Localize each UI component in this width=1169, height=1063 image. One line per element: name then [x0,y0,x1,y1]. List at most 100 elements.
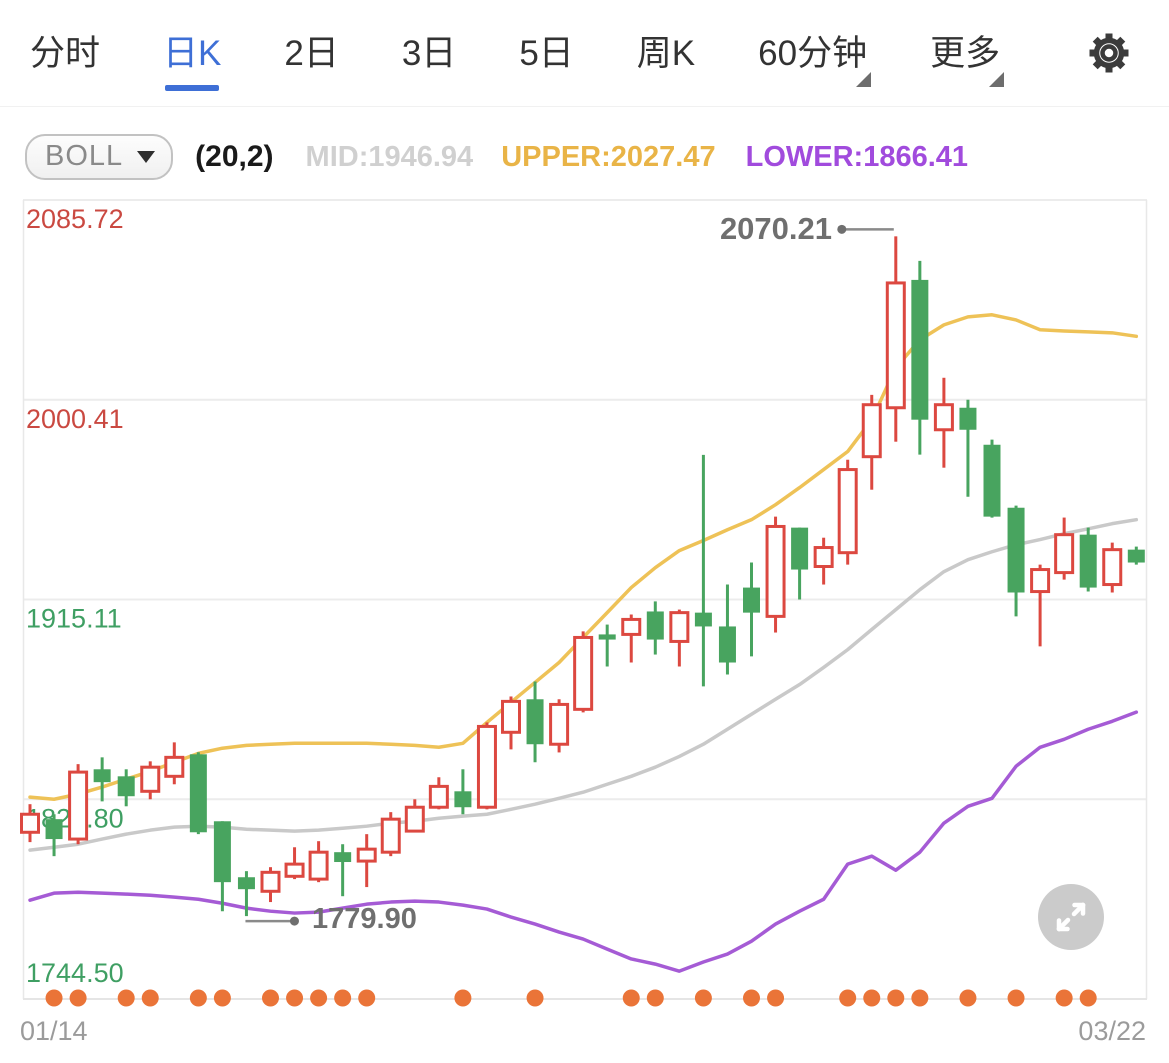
svg-text:1744.50: 1744.50 [26,958,124,988]
event-dot [863,989,881,1007]
svg-text:1915.11: 1915.11 [26,604,122,634]
event-dot [911,989,929,1007]
candle-up [837,468,858,555]
event-dot [1007,989,1025,1007]
candle-up [573,635,594,711]
tab-daily-k[interactable]: 日K [163,28,221,91]
x-axis-first-date: 01/14 [20,1016,88,1046]
event-dot [45,989,63,1007]
event-dot [1055,989,1073,1007]
candle-down [213,821,231,883]
candle-up [164,755,185,778]
tab-bar: 分时 日K 2日 3日 5日 周K 60分钟 更多 [0,0,1169,107]
candle-up [765,524,786,618]
gridlines [22,199,1148,1000]
candle-down [189,754,207,833]
annotation-markers [245,224,894,926]
candle-up [1030,568,1051,594]
tab-5day[interactable]: 5日 [519,33,574,73]
candle-up [260,870,281,893]
candle-down [334,852,352,863]
event-dot [887,989,905,1007]
candle-down [718,626,736,663]
event-dot [189,989,207,1007]
tab-minute[interactable]: 分时 [30,33,101,73]
candle-down [791,527,809,570]
event-dot [839,989,857,1007]
candle-up [68,770,89,841]
tab-more-label: 更多 [930,33,1001,73]
event-dot [141,989,159,1007]
boll-selector[interactable]: BOLL [25,134,174,180]
tab-weekly-k[interactable]: 周K [636,33,696,73]
candle-down [1127,549,1145,563]
dropdown-corner-icon [856,71,872,87]
svg-text:2000.41: 2000.41 [26,404,124,434]
candle-down [743,587,760,613]
event-dot [646,989,664,1007]
candle-up [476,724,497,809]
low-annotation: 1779.90 [312,903,417,935]
candles [20,236,1145,917]
candle-up [404,805,425,833]
tab-60min[interactable]: 60分钟 [758,28,872,87]
event-dot [743,989,760,1007]
candle-up [933,403,954,432]
candle-up [549,702,570,746]
event-dot [622,989,640,1007]
candle-down [983,444,1001,517]
expand-arrows-icon [1056,902,1086,932]
candle-down [1007,507,1025,593]
candle-up [428,784,449,809]
candle-down [911,279,929,420]
event-dot [286,989,304,1007]
event-dot [454,989,472,1007]
x-axis-last-date: 03/22 [1078,1016,1146,1046]
event-dot [767,989,785,1007]
candle-down [598,634,616,640]
high-annotation: 2070.21 [719,211,832,246]
event-dot [213,989,231,1007]
candle-up [501,699,521,734]
candle-up [140,765,161,793]
candle-up [356,847,377,863]
candle-up [308,850,329,881]
tab-more[interactable]: 更多 [930,28,1005,87]
candle-up [813,546,834,569]
candle-down [1079,534,1097,588]
boll-upper-value: UPPER:2027.47 [501,140,716,173]
boll-params: (20,2) [195,140,274,173]
event-dot [694,989,712,1007]
boll-selector-label: BOLL [45,140,124,172]
candle-down [454,791,472,808]
event-dot [358,989,376,1007]
event-dots [23,989,1147,1007]
expand-button[interactable] [1038,884,1104,950]
event-dot [1079,989,1097,1007]
candle-up [1054,533,1075,575]
candle-up [861,403,882,459]
candle-down [45,819,63,840]
candle-up [885,281,906,410]
candle-down [959,407,977,430]
dropdown-corner-icon [989,71,1005,87]
tab-60min-label: 60分钟 [758,33,868,73]
candle-down [526,699,544,745]
candle-down [93,769,111,783]
candle-down [646,611,664,640]
tab-3day[interactable]: 3日 [401,33,457,73]
candle-down [237,877,255,890]
upper-band-line [28,313,1139,802]
event-dot [69,989,87,1007]
candle-up [669,611,690,643]
candle-down [117,776,135,797]
gear-icon[interactable] [1085,29,1133,77]
event-dot [334,989,352,1007]
event-dot [262,989,279,1007]
tab-2day[interactable]: 2日 [284,33,339,73]
indicator-bar: BOLL (20,2) MID:1946.94 UPPER:2027.47 LO… [0,107,1169,185]
candle-up [284,862,305,878]
